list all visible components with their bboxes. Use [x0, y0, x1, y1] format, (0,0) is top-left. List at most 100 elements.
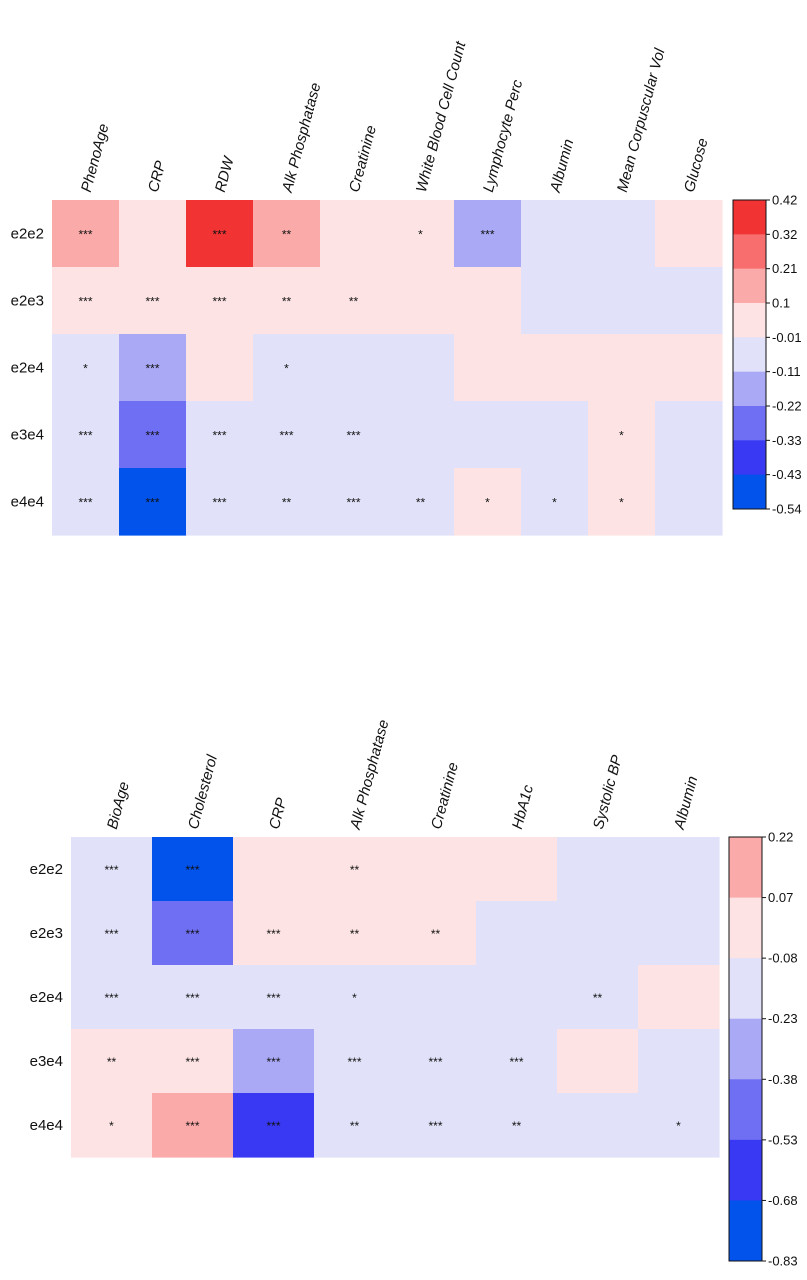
colorbar-band	[733, 268, 766, 304]
heatmap-cell-e2e2-lymphocyte-perc	[454, 200, 522, 268]
heatmap-cell-e2e3-mean-corpuscular-vol	[588, 267, 656, 335]
significance-label: ***	[185, 991, 199, 1005]
heatmap-cell-e4e4-crp	[119, 468, 187, 536]
heatmap-cell-e2e4-systolic-bp	[557, 965, 639, 1030]
significance-label: ***	[266, 927, 280, 941]
colorbar-band	[733, 440, 766, 476]
column-label-albumin: Albumin	[671, 774, 702, 832]
heatmap-cell-e2e2-crp	[233, 837, 315, 902]
row-label-e2e3: e2e3	[30, 925, 63, 942]
column-label-albumin: Albumin	[547, 137, 578, 195]
heatmap-cell-e2e4-cholesterol	[152, 965, 234, 1030]
significance-label: ***	[279, 429, 293, 443]
significance-label: *	[83, 362, 88, 376]
row-label-e2e2: e2e2	[11, 226, 44, 243]
colorbar-band	[733, 200, 766, 235]
heatmap-cell-e2e2-crp	[119, 200, 187, 268]
heatmap-cell-e4e4-creatinine	[320, 468, 388, 536]
heatmap-cell-e2e3-crp	[119, 267, 187, 335]
heatmap-cell-e2e4-mean-corpuscular-vol	[588, 334, 656, 402]
heatmap-cell-e4e4-mean-corpuscular-vol	[588, 468, 656, 536]
heatmap-cell-e3e4-phenoage	[52, 401, 120, 469]
row-label-e4e4: e4e4	[11, 494, 44, 511]
significance-label: ***	[78, 228, 92, 242]
column-label-hba1c: HbA1c	[509, 783, 537, 831]
colorbar-tick-label: -0.43	[772, 467, 802, 482]
heatmap-cell-e4e4-bioage	[71, 1093, 153, 1158]
significance-label: **	[349, 295, 359, 309]
significance-label: ***	[145, 496, 159, 510]
heatmap-cell-e2e3-crp	[233, 901, 315, 966]
heatmap-cell-e2e4-crp	[119, 334, 187, 402]
heatmap-cell-e4e4-alk-phosphatase	[253, 468, 321, 536]
colorbar-tick-label: -0.54	[772, 502, 802, 517]
significance-label: ***	[347, 1055, 361, 1069]
heatmap-cell-e2e2-hba1c	[476, 837, 558, 902]
row-label-e4e4: e4e4	[30, 1117, 63, 1134]
colorbar-tick-label: -0.11	[772, 364, 801, 379]
heatmap-cell-e4e4-hba1c	[476, 1093, 558, 1158]
significance-label: ***	[480, 228, 494, 242]
heatmap-cell-e3e4-creatinine	[320, 401, 388, 469]
column-label-rdw: RDW	[212, 153, 238, 194]
heatmap-cell-e4e4-lymphocyte-perc	[454, 468, 522, 536]
heatmap-cell-e2e2-rdw	[186, 200, 254, 268]
significance-label: **	[282, 228, 292, 242]
column-label-bioage: BioAge	[104, 780, 133, 831]
heatmap-cell-e4e4-rdw	[186, 468, 254, 536]
heatmap-cell-e2e3-white-blood-cell-count	[387, 267, 455, 335]
significance-label: **	[350, 927, 360, 941]
colorbar-band	[729, 958, 762, 1020]
heatmap-cell-e2e4-albumin	[638, 965, 720, 1030]
heatmap-cell-e4e4-alk-phosphatase	[314, 1093, 396, 1158]
heatmap-cell-e2e4-creatinine	[320, 334, 388, 402]
colorbar-band	[729, 1079, 762, 1141]
colorbar-band	[733, 371, 766, 407]
heatmap-cell-e4e4-cholesterol	[152, 1093, 234, 1158]
significance-label: ***	[78, 295, 92, 309]
row-label-e3e4: e3e4	[11, 427, 44, 444]
heatmap-cell-e2e4-rdw	[186, 334, 254, 402]
colorbar-band	[729, 1139, 762, 1201]
significance-label: **	[282, 496, 292, 510]
heatmap-cell-e3e4-white-blood-cell-count	[387, 401, 455, 469]
heatmap-cell-e3e4-albumin	[521, 401, 589, 469]
colorbar-band	[733, 406, 766, 441]
column-label-alk-phosphatase: Alk Phosphatase	[279, 81, 325, 195]
row-label-e3e4: e3e4	[30, 1053, 63, 1070]
colorbar-tick-label: 0.07	[768, 890, 793, 905]
significance-label: ***	[145, 362, 159, 376]
heatmap-cell-e3e4-cholesterol	[152, 1029, 234, 1094]
significance-label: ***	[266, 1055, 280, 1069]
heatmap-cell-e2e3-hba1c	[476, 901, 558, 966]
heatmap-cell-e3e4-albumin	[638, 1029, 720, 1094]
significance-label: *	[552, 496, 557, 510]
column-label-mean-corpuscular-vol: Mean Corpuscular Vol	[614, 46, 669, 194]
heatmap-cell-e4e4-glucose	[655, 468, 723, 536]
significance-label: **	[512, 1119, 522, 1133]
significance-label: ***	[104, 927, 118, 941]
colorbar-frame	[728, 836, 763, 1262]
heatmap-cell-e2e3-alk-phosphatase	[253, 267, 321, 335]
significance-label: **	[350, 1119, 360, 1133]
significance-label: ***	[185, 927, 199, 941]
colorbar-frame	[732, 199, 767, 510]
column-label-systolic-bp: Systolic BP	[590, 753, 626, 831]
colorbar-band	[729, 1200, 762, 1262]
colorbar-tick-label: -0.53	[768, 1132, 798, 1147]
heatmap-cell-e2e2-albumin	[638, 837, 720, 902]
colorbar-tick-label: -0.33	[772, 433, 802, 448]
colorbar-tick-label: -0.38	[768, 1072, 798, 1087]
heatmap-cell-e2e3-bioage	[71, 901, 153, 966]
heatmap-cell-e2e3-lymphocyte-perc	[454, 267, 522, 335]
significance-label: ***	[104, 863, 118, 877]
heatmap-cell-e2e4-white-blood-cell-count	[387, 334, 455, 402]
heatmap-cell-e2e2-albumin	[521, 200, 589, 268]
significance-label: ***	[212, 295, 226, 309]
heatmap-cell-e2e3-creatinine	[320, 267, 388, 335]
heatmap-cell-e2e3-systolic-bp	[557, 901, 639, 966]
heatmap-cell-e2e2-alk-phosphatase	[314, 837, 396, 902]
column-label-lymphocyte-perc: Lymphocyte Perc	[480, 77, 526, 194]
colorbar-tick-label: -0.23	[768, 1011, 798, 1026]
column-label-crp: CRP	[145, 159, 170, 194]
